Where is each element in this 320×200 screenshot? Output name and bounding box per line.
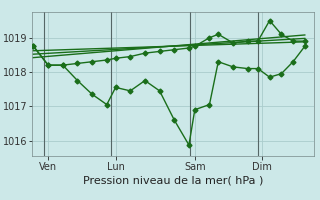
X-axis label: Pression niveau de la mer( hPa ): Pression niveau de la mer( hPa ): [83, 176, 263, 186]
